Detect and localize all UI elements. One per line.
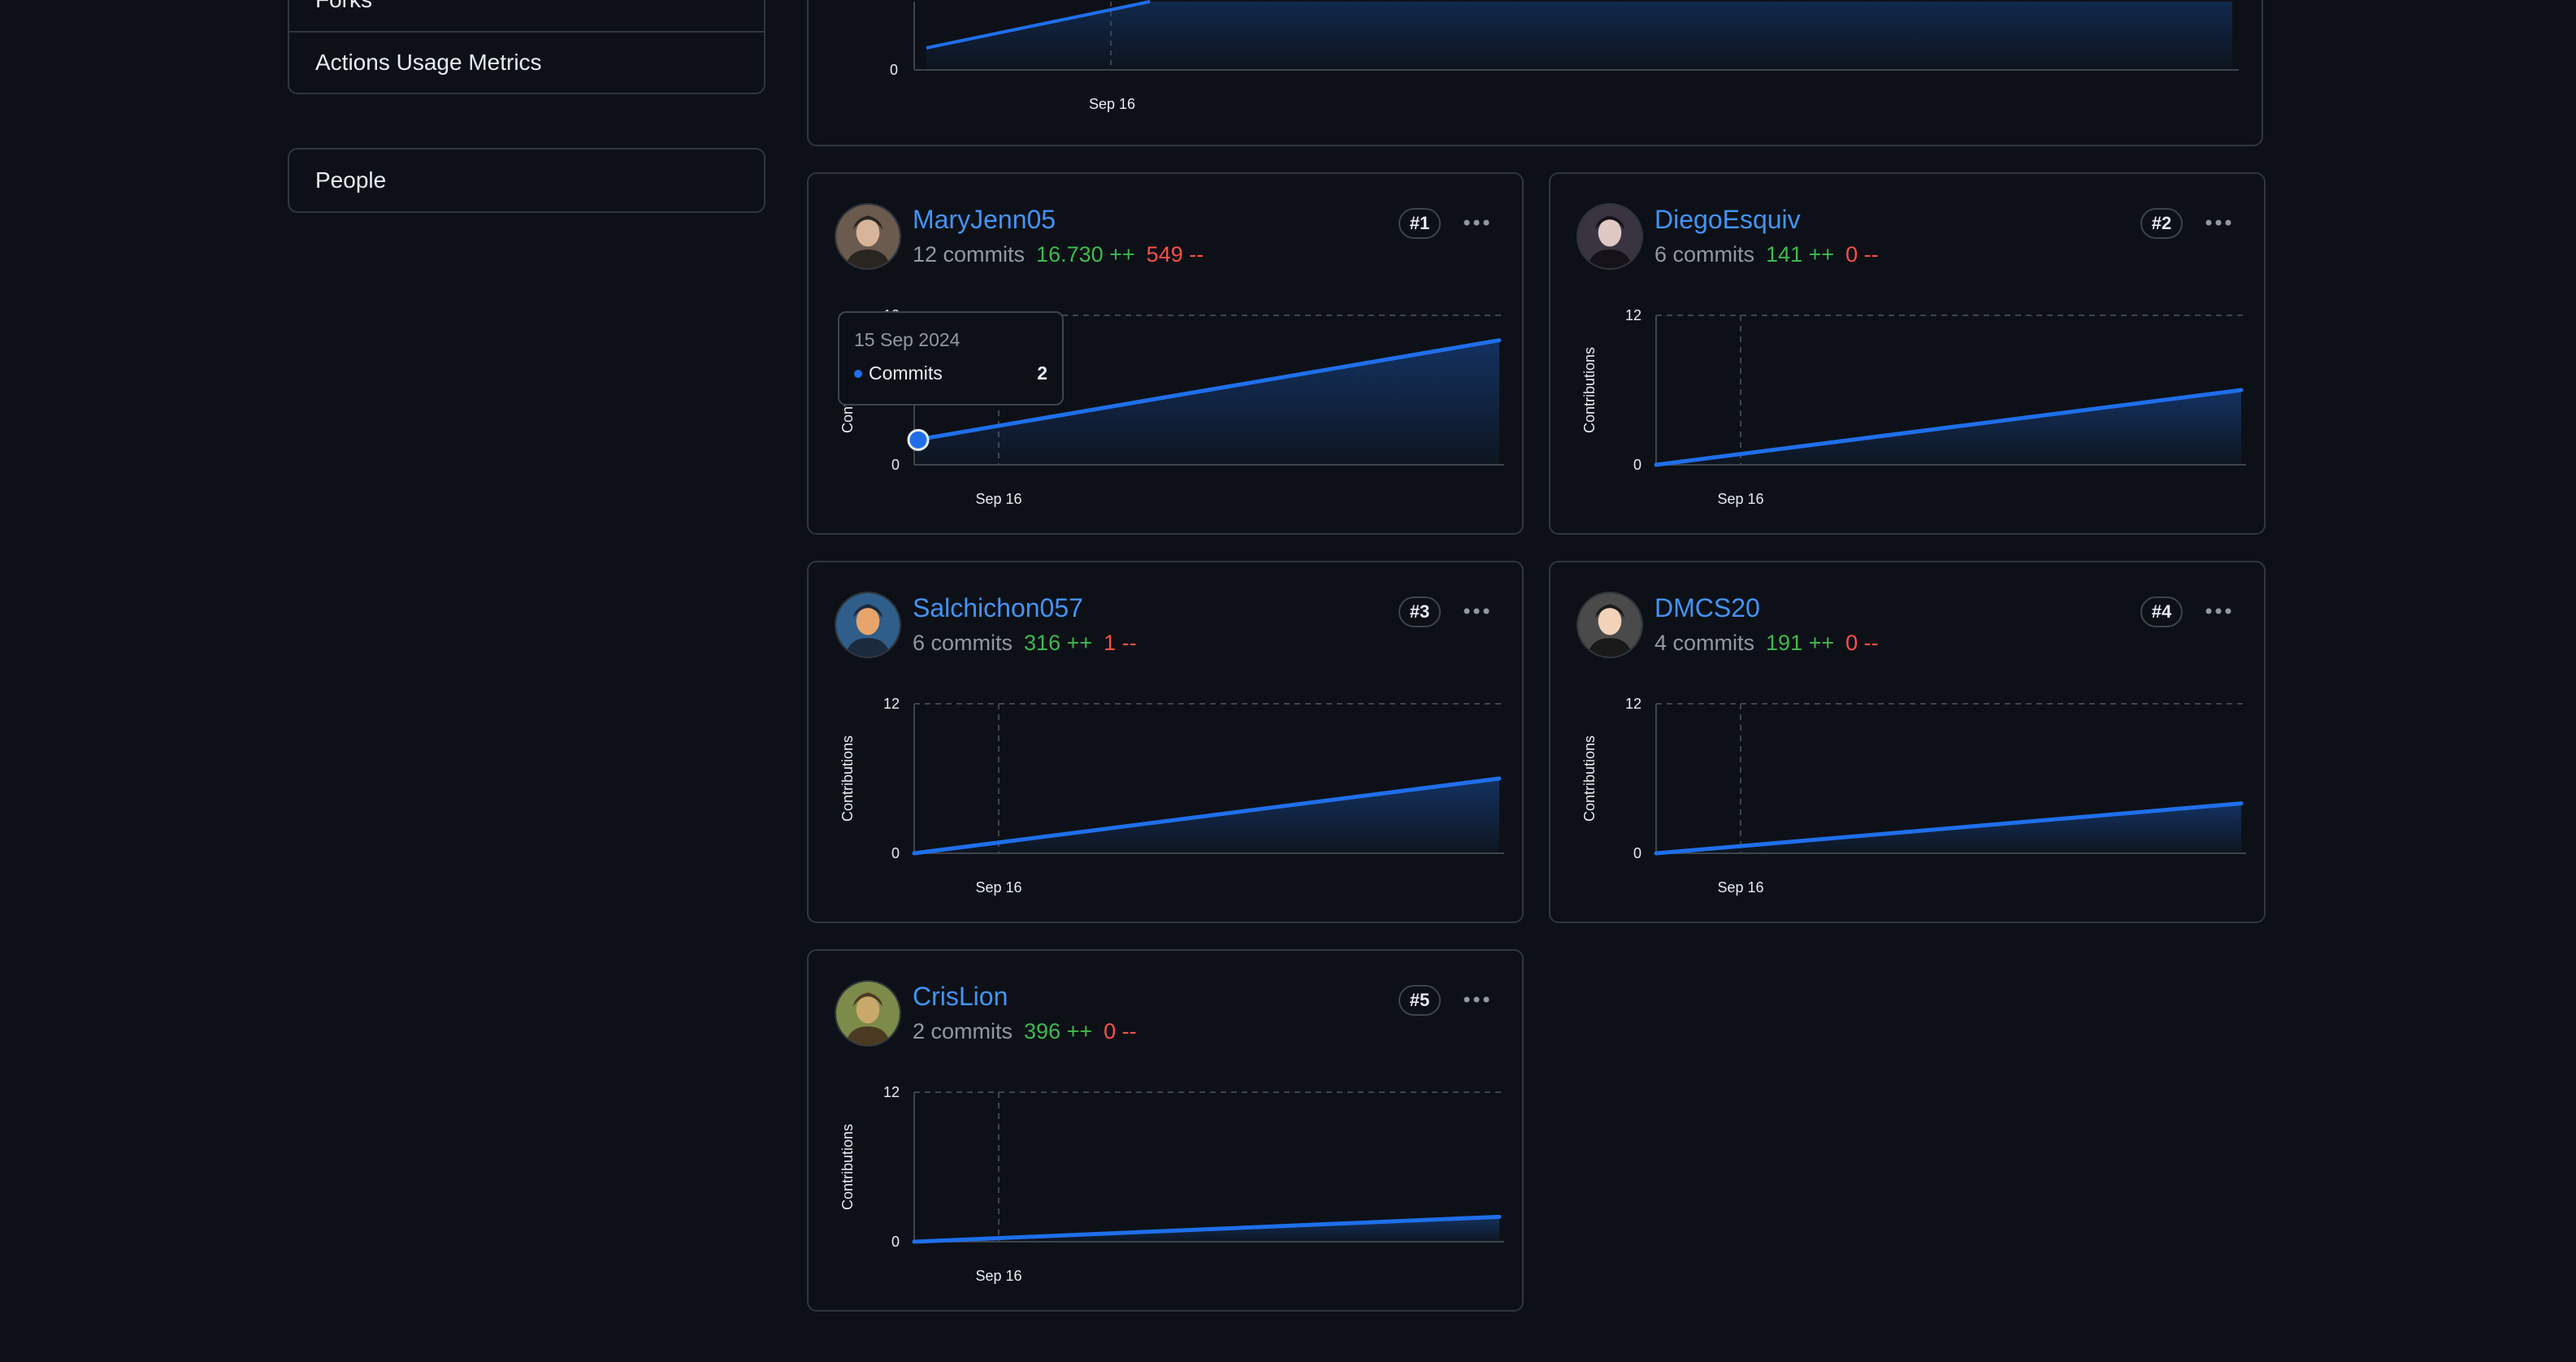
y-zero-label: 0 bbox=[1633, 457, 1641, 473]
y-axis-label: Contributions bbox=[839, 1124, 856, 1210]
chart-tooltip: 15 Sep 2024 Commits 2 bbox=[838, 311, 1064, 406]
deletions-count: 0 -- bbox=[1104, 1019, 1137, 1043]
avatar[interactable] bbox=[835, 592, 901, 658]
y-max-label: 12 bbox=[883, 696, 900, 712]
contributor-stats: 12 commits 16.730 ++ 549 -- bbox=[913, 242, 1203, 267]
commit-count-link[interactable]: 2 commits bbox=[913, 1019, 1013, 1043]
additions-count: 316 ++ bbox=[1024, 631, 1093, 655]
overall-x-tick-label: Sep 16 bbox=[1089, 96, 1135, 112]
sidebar-people-nav: People bbox=[288, 148, 765, 213]
series-line bbox=[912, 776, 1502, 856]
sidebar-item-people[interactable]: People bbox=[315, 167, 387, 193]
avatar[interactable] bbox=[835, 203, 901, 270]
overall-contributions-chart: 0 Sep 16 bbox=[890, 0, 2239, 112]
deletions-count: 0 -- bbox=[1845, 631, 1879, 655]
avatar[interactable] bbox=[1576, 203, 1643, 270]
rank-badge: #3 bbox=[1399, 596, 1441, 627]
kebab-horizontal-icon bbox=[2205, 219, 2231, 226]
additions-count: 396 ++ bbox=[1024, 1019, 1093, 1043]
series-line bbox=[913, 338, 1502, 442]
sidebar-item-forks[interactable]: Forks bbox=[289, 0, 764, 31]
commit-count-link[interactable]: 6 commits bbox=[1654, 242, 1755, 267]
rank-badge: #5 bbox=[1399, 985, 1441, 1016]
tooltip-value: 2 bbox=[1037, 362, 1047, 384]
contributor-card: DMCS20 4 commits 191 ++ 0 -- #4 12 0 Sep 16 C… bbox=[1549, 561, 2266, 923]
contribution-chart: 12 0 Sep 16 Contributions bbox=[839, 1084, 1504, 1284]
tooltip-row: Commits 2 bbox=[854, 362, 1047, 384]
contributor-username-link[interactable]: MaryJenn05 bbox=[913, 205, 1056, 234]
y-max-label: 12 bbox=[883, 1084, 900, 1100]
overall-series-line bbox=[926, 0, 1151, 50]
commit-count-link[interactable]: 6 commits bbox=[913, 631, 1013, 655]
avatar[interactable] bbox=[835, 980, 901, 1047]
rank-badge: #4 bbox=[2140, 596, 2183, 627]
more-options-button[interactable] bbox=[1455, 595, 1498, 627]
contributor-card: Salchichon057 6 commits 316 ++ 1 -- #3 12 0… bbox=[807, 561, 1524, 923]
series-line bbox=[912, 1214, 1502, 1244]
kebab-horizontal-icon bbox=[1464, 996, 1490, 1003]
sidebar-item-actions-usage-metrics[interactable]: Actions Usage Metrics bbox=[289, 31, 764, 93]
avatar[interactable] bbox=[1576, 592, 1643, 658]
more-options-button[interactable] bbox=[2197, 206, 2240, 239]
y-max-label: 12 bbox=[1625, 307, 1641, 323]
y-zero-label: 0 bbox=[1633, 845, 1641, 861]
series-line bbox=[1654, 388, 2244, 467]
x-tick-label: Sep 16 bbox=[975, 1268, 1021, 1284]
series-line bbox=[1654, 801, 2244, 856]
more-options-button[interactable] bbox=[1455, 206, 1498, 239]
deletions-count: 1 -- bbox=[1104, 631, 1137, 655]
contributor-card: CrisLion 2 commits 396 ++ 0 -- #5 12 0 Sep 1… bbox=[807, 949, 1524, 1312]
commit-count-link[interactable]: 12 commits bbox=[913, 242, 1026, 267]
contributor-card: DiegoEsquiv 6 commits 141 ++ 0 -- #2 12 0 Se… bbox=[1549, 172, 2266, 535]
tooltip-series-label: Commits bbox=[869, 362, 943, 384]
contributor-username-link[interactable]: DiegoEsquiv bbox=[1654, 205, 1801, 234]
deletions-count: 0 -- bbox=[1845, 242, 1879, 267]
contributor-username-link[interactable]: CrisLion bbox=[913, 982, 1008, 1011]
x-tick-label: Sep 16 bbox=[975, 491, 1021, 507]
more-options-button[interactable] bbox=[2197, 595, 2240, 627]
deletions-count: 549 -- bbox=[1146, 242, 1204, 267]
x-tick-label: Sep 16 bbox=[1717, 491, 1763, 507]
series-area bbox=[916, 340, 1499, 465]
contribution-chart: 12 0 Sep 16 Contributions bbox=[839, 696, 1504, 896]
contribution-chart: 12 0 Sep 16 Contributions bbox=[1581, 696, 2246, 896]
overall-y-zero-label: 0 bbox=[890, 62, 898, 78]
additions-count: 141 ++ bbox=[1766, 242, 1835, 267]
additions-count: 16.730 ++ bbox=[1036, 242, 1135, 267]
sidebar-insights-nav: Forks Actions Usage Metrics bbox=[288, 0, 765, 94]
additions-count: 191 ++ bbox=[1766, 631, 1835, 655]
y-zero-label: 0 bbox=[891, 1234, 900, 1250]
contributor-stats: 6 commits 141 ++ 0 -- bbox=[1654, 242, 1879, 267]
contribution-chart: 12 0 Sep 16 Contributions bbox=[1581, 307, 2246, 507]
x-tick-label: Sep 16 bbox=[975, 879, 1021, 896]
contributor-stats: 2 commits 396 ++ 0 -- bbox=[913, 1019, 1137, 1044]
commit-count-link[interactable]: 4 commits bbox=[1654, 631, 1755, 655]
kebab-horizontal-icon bbox=[1464, 219, 1490, 226]
contributor-stats: 6 commits 316 ++ 1 -- bbox=[913, 631, 1137, 656]
rank-badge: #2 bbox=[2140, 208, 2183, 239]
contributor-stats: 4 commits 191 ++ 0 -- bbox=[1654, 631, 1879, 656]
more-options-button[interactable] bbox=[1455, 983, 1498, 1016]
y-axis-label: Contributions bbox=[1581, 347, 1598, 433]
y-zero-label: 0 bbox=[891, 457, 900, 473]
kebab-horizontal-icon bbox=[2205, 608, 2231, 614]
contributor-username-link[interactable]: DMCS20 bbox=[1654, 593, 1760, 622]
kebab-horizontal-icon bbox=[1464, 608, 1490, 614]
overall-contributions-card: 0 Sep 16 bbox=[807, 0, 2263, 146]
tooltip-date: 15 Sep 2024 bbox=[854, 329, 961, 350]
y-max-label: 12 bbox=[1625, 696, 1641, 712]
overall-area bbox=[926, 2, 2232, 70]
hovered-data-point bbox=[907, 428, 930, 451]
y-axis-label: Contributions bbox=[839, 735, 856, 822]
contributor-username-link[interactable]: Salchichon057 bbox=[913, 593, 1083, 622]
y-zero-label: 0 bbox=[891, 845, 900, 861]
y-axis-label: Contributions bbox=[1581, 735, 1598, 822]
tooltip-series-dot bbox=[854, 369, 862, 378]
x-tick-label: Sep 16 bbox=[1717, 879, 1763, 896]
rank-badge: #1 bbox=[1399, 208, 1441, 239]
